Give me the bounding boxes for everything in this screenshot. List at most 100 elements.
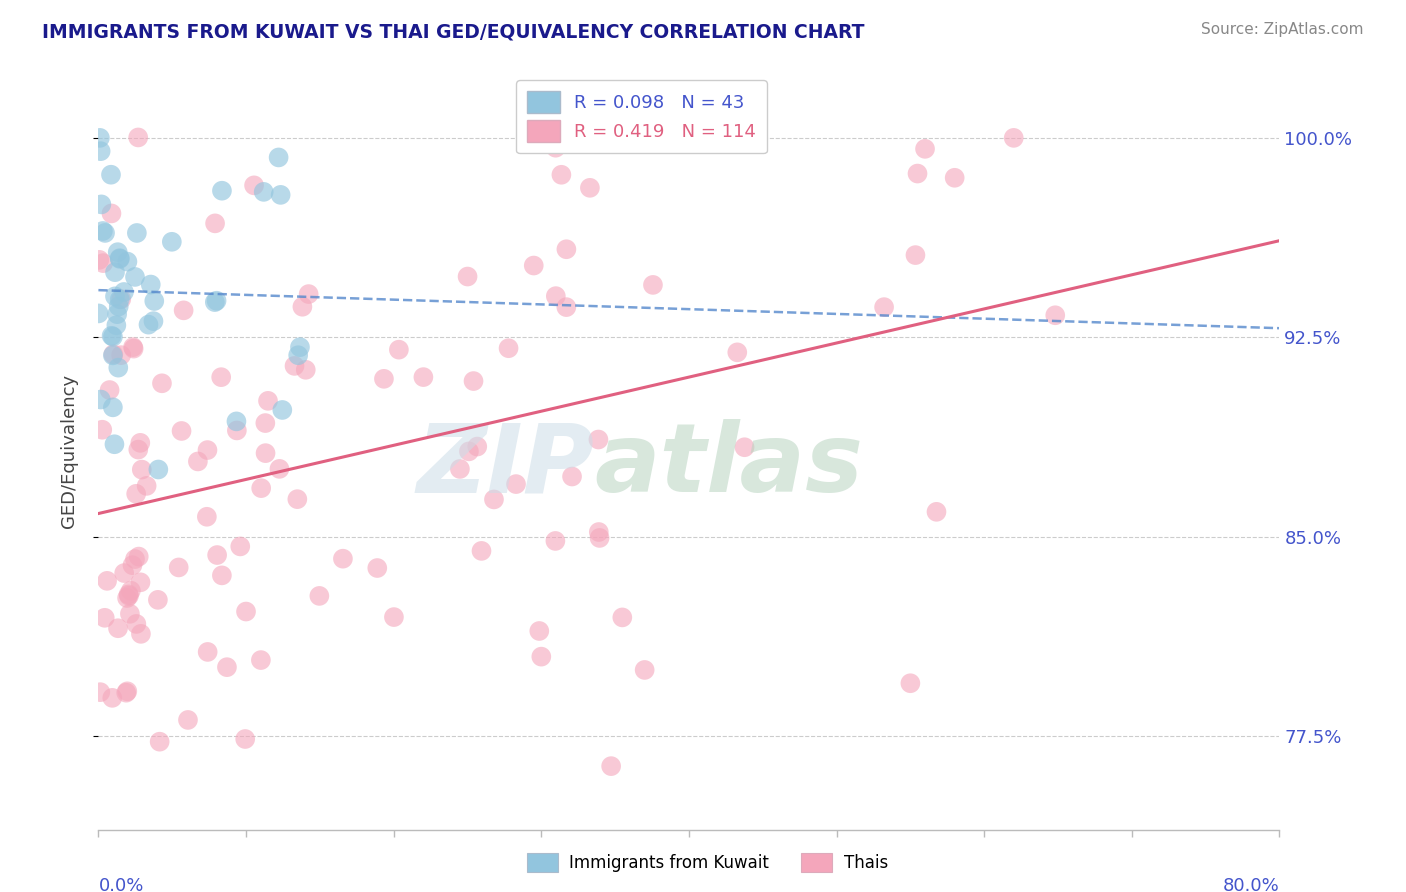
Point xyxy=(463,374,485,388)
Point xyxy=(505,477,527,491)
Text: IMMIGRANTS FROM KUWAIT VS THAI GED/EQUIVALENCY CORRELATION CHART: IMMIGRANTS FROM KUWAIT VS THAI GED/EQUIV… xyxy=(42,22,865,41)
Point xyxy=(579,181,602,195)
Point xyxy=(530,649,553,664)
Point xyxy=(108,251,131,265)
Legend: R = 0.098   N = 43, R = 0.419   N = 114: R = 0.098 N = 43, R = 0.419 N = 114 xyxy=(516,80,766,153)
Point xyxy=(197,645,219,659)
Point xyxy=(107,300,129,314)
Point xyxy=(104,289,127,303)
Point xyxy=(250,481,273,495)
Point xyxy=(588,524,610,539)
Point xyxy=(529,624,551,638)
Text: atlas: atlas xyxy=(595,419,863,512)
Point xyxy=(148,462,170,476)
Point xyxy=(104,265,127,279)
Point xyxy=(900,676,922,690)
Point xyxy=(143,293,166,308)
Point xyxy=(90,144,112,158)
Point xyxy=(90,197,112,211)
Point xyxy=(170,424,193,438)
Point xyxy=(269,462,291,476)
Text: 80.0%: 80.0% xyxy=(1223,878,1279,892)
Point xyxy=(267,151,290,165)
Point xyxy=(612,610,634,624)
Point xyxy=(122,342,145,356)
Point xyxy=(89,252,111,267)
Point xyxy=(294,363,316,377)
Point xyxy=(117,684,139,698)
Point xyxy=(555,242,578,256)
Point xyxy=(1045,308,1067,322)
Point xyxy=(725,345,748,359)
Point xyxy=(600,759,623,773)
Point xyxy=(142,314,165,328)
Point xyxy=(204,295,226,310)
Point xyxy=(108,293,131,307)
Point xyxy=(588,531,610,545)
Point xyxy=(127,130,149,145)
Point xyxy=(195,509,218,524)
Point xyxy=(925,505,948,519)
Point xyxy=(127,442,149,457)
Point xyxy=(412,370,434,384)
Point xyxy=(96,574,118,588)
Point xyxy=(204,216,226,230)
Point xyxy=(205,548,228,562)
Point xyxy=(555,300,578,314)
Point xyxy=(211,568,233,582)
Point xyxy=(173,303,195,318)
Point xyxy=(373,372,395,386)
Point xyxy=(254,446,277,460)
Point xyxy=(128,549,150,564)
Point xyxy=(457,269,479,284)
Point xyxy=(332,551,354,566)
Point xyxy=(177,713,200,727)
Point xyxy=(904,248,927,262)
Point xyxy=(382,610,405,624)
Point xyxy=(98,383,121,397)
Point xyxy=(129,575,152,590)
Point xyxy=(288,340,311,354)
Point xyxy=(100,168,122,182)
Point xyxy=(271,403,294,417)
Point xyxy=(366,561,388,575)
Point xyxy=(129,627,152,641)
Point xyxy=(588,433,610,447)
Point xyxy=(112,285,135,299)
Point xyxy=(100,328,122,343)
Point xyxy=(150,376,173,391)
Point xyxy=(211,184,233,198)
Point xyxy=(138,318,160,332)
Point xyxy=(254,416,277,430)
Point xyxy=(110,292,132,306)
Point xyxy=(1002,131,1025,145)
Point xyxy=(87,306,110,320)
Point xyxy=(209,370,232,384)
Point xyxy=(205,293,228,308)
Point xyxy=(734,440,756,454)
Point xyxy=(131,462,153,476)
Point xyxy=(283,359,305,373)
Point xyxy=(388,343,411,357)
Point xyxy=(225,414,247,428)
Text: Thais: Thais xyxy=(844,854,887,871)
Point xyxy=(873,300,896,314)
Text: 0.0%: 0.0% xyxy=(98,878,143,892)
Point xyxy=(907,167,929,181)
Point xyxy=(270,187,292,202)
Point xyxy=(253,185,276,199)
Point xyxy=(105,318,128,333)
Point xyxy=(550,168,572,182)
Point xyxy=(89,131,111,145)
Point xyxy=(225,424,247,438)
Point xyxy=(146,592,169,607)
Point xyxy=(91,256,114,270)
Point xyxy=(561,469,583,483)
Point xyxy=(101,348,124,362)
Point xyxy=(149,734,172,748)
Point xyxy=(91,423,114,437)
Point xyxy=(498,341,520,355)
Y-axis label: GED/Equivalency: GED/Equivalency xyxy=(59,374,77,527)
Point xyxy=(107,245,129,260)
Point xyxy=(187,454,209,468)
